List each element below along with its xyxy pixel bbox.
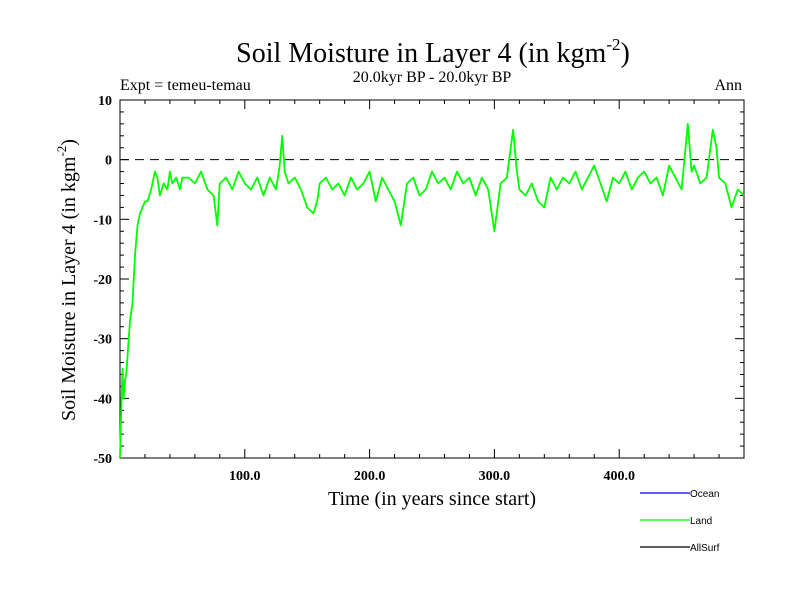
expt-label: Expt = temeu-temau xyxy=(120,77,251,94)
y-tick-label: -40 xyxy=(93,392,112,407)
y-axis-label-sup: -2 xyxy=(54,146,69,157)
season-label: Ann xyxy=(714,77,742,94)
y-tick-label: -50 xyxy=(93,452,112,467)
chart-title: Soil Moisture in Layer 4 (in kgm-2) xyxy=(236,35,630,69)
chart-title-close: ) xyxy=(621,38,630,69)
y-axis-label: Soil Moisture in Layer 4 (in kgm-2) xyxy=(54,139,80,421)
y-axis-label-main: Soil Moisture in Layer 4 (in kgm xyxy=(58,156,80,421)
y-tick-label: 10 xyxy=(98,94,112,109)
legend: Ocean Land AllSurf xyxy=(640,489,720,554)
y-tick-label: 0 xyxy=(105,154,112,169)
chart-subtitle: 20.0kyr BP - 20.0kyr BP xyxy=(353,69,512,86)
axes: 10 0 -10 -20 -30 -40 -50 100.0 200.0 300.0 400.0 xyxy=(93,94,744,484)
y-tick-label: -20 xyxy=(93,273,112,288)
legend-label-allsurf: AllSurf xyxy=(690,543,720,554)
x-tick-label: 200.0 xyxy=(354,469,386,484)
y-axis-label-close: ) xyxy=(58,139,80,146)
legend-label-ocean: Ocean xyxy=(690,489,719,500)
x-tick-label: 400.0 xyxy=(603,469,635,484)
x-tick-label: 100.0 xyxy=(229,469,261,484)
chart-title-sup: -2 xyxy=(606,35,620,54)
y-tick-label: -10 xyxy=(93,213,112,228)
chart-title-main: Soil Moisture in Layer 4 (in kgm xyxy=(236,38,606,69)
x-tick-label: 300.0 xyxy=(479,469,511,484)
y-tick-label: -30 xyxy=(93,333,112,348)
plot-frame xyxy=(119,99,745,459)
series-group xyxy=(119,123,745,459)
x-axis-label: Time (in years since start) xyxy=(328,488,536,510)
series-line-land xyxy=(119,123,745,459)
legend-label-land: Land xyxy=(690,516,712,527)
